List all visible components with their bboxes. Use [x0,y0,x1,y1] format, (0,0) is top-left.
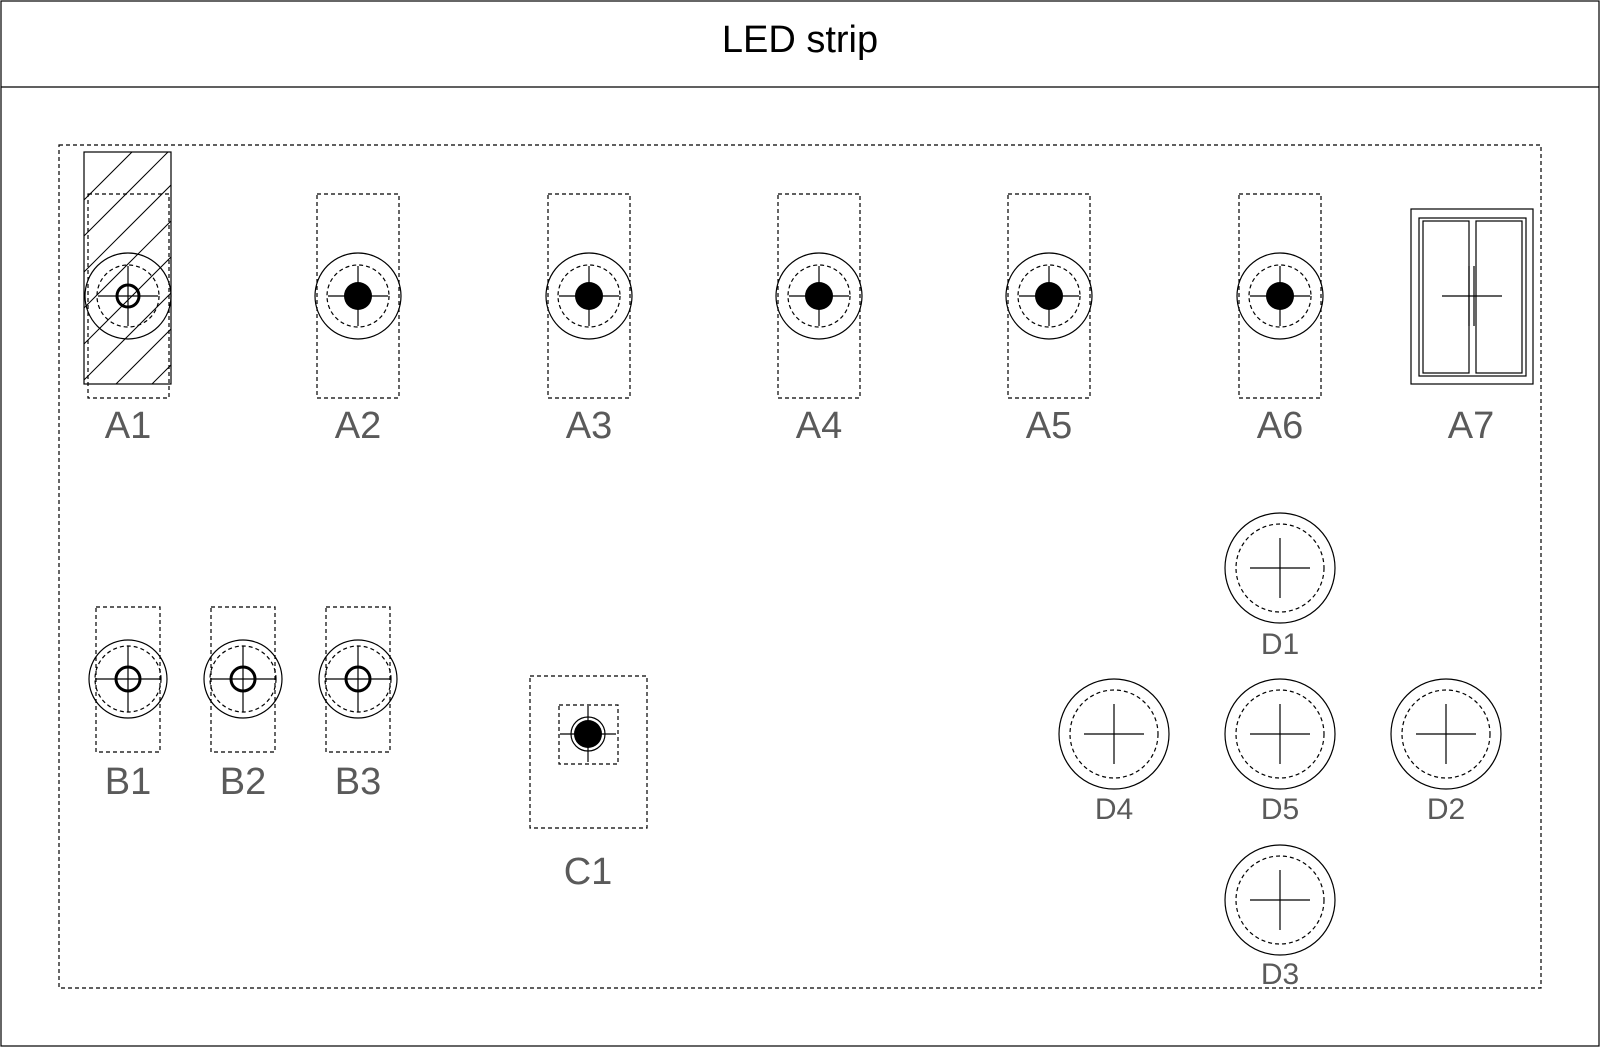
component-b1: B1 [88,606,168,803]
label-a6: A6 [1257,405,1303,447]
a2-keepout [316,193,400,399]
component-a3: A3 [545,193,633,447]
label-b1: B1 [105,761,151,803]
component-d4: D4 [1058,678,1170,826]
b1-outer-ring [88,639,168,719]
diagram-title: LED strip [722,19,878,61]
label-d4: D4 [1095,793,1133,826]
label-b3: B3 [335,761,381,803]
label-a4: A4 [796,405,842,447]
a1-outer-ring [84,252,172,340]
component-a1: A1 [83,151,172,447]
label-d2: D2 [1427,793,1465,826]
a1-dashed-ring [96,264,160,328]
board-outline [58,144,1542,989]
a6-outer-ring [1236,252,1324,340]
b2-outer-ring [203,639,283,719]
a1-keepout [87,193,170,399]
a7-outer-frame [1410,208,1534,385]
c1-outer-keepout [529,675,648,829]
a4-outer-ring [775,252,863,340]
c1-inner-keepout [558,704,619,765]
component-d1: D1 [1224,512,1336,661]
a3-dashed-ring [557,264,621,328]
d3-dashed-ring [1235,855,1325,945]
a2-outer-ring [314,252,402,340]
label-a5: A5 [1026,405,1072,447]
d5-dashed-ring [1235,689,1325,779]
component-b3: B3 [318,606,398,803]
d1-dashed-ring [1235,523,1325,613]
label-d1: D1 [1261,628,1299,661]
a6-dashed-ring [1248,264,1312,328]
a1-body [83,151,172,385]
component-c1: C1 [529,675,648,893]
component-d3: D3 [1224,844,1336,991]
b3-outer-ring [318,639,398,719]
component-a4: A4 [775,193,863,447]
d3-outer-ring [1224,844,1336,956]
a5-dashed-ring [1017,264,1081,328]
a4-keepout [777,193,861,399]
component-d2: D2 [1390,678,1502,826]
a3-keepout [547,193,631,399]
label-d5: D5 [1261,793,1299,826]
a7-right-pane [1475,220,1523,374]
a2-dashed-ring [326,264,390,328]
label-c1: C1 [564,851,613,893]
component-a2: A2 [314,193,402,447]
component-a5: A5 [1005,193,1093,447]
label-a7: A7 [1448,405,1494,447]
d4-outer-ring [1058,678,1170,790]
label-a2: A2 [335,405,381,447]
a4-dashed-ring [787,264,851,328]
a5-keepout [1007,193,1091,399]
label-d3: D3 [1261,958,1299,991]
component-a7: A7 [1410,208,1534,447]
label-b2: B2 [220,761,266,803]
a7-inner-frame [1418,217,1527,377]
label-a3: A3 [566,405,612,447]
d1-outer-ring [1224,512,1336,624]
label-a1: A1 [105,405,151,447]
a3-outer-ring [545,252,633,340]
d2-outer-ring [1390,678,1502,790]
d2-dashed-ring [1401,689,1491,779]
a6-keepout [1238,193,1322,399]
component-b2: B2 [203,606,283,803]
component-d5: D5 [1224,678,1336,826]
a5-outer-ring [1005,252,1093,340]
component-a6: A6 [1236,193,1324,447]
d4-dashed-ring [1069,689,1159,779]
a7-left-pane [1422,220,1470,374]
d5-outer-ring [1224,678,1336,790]
